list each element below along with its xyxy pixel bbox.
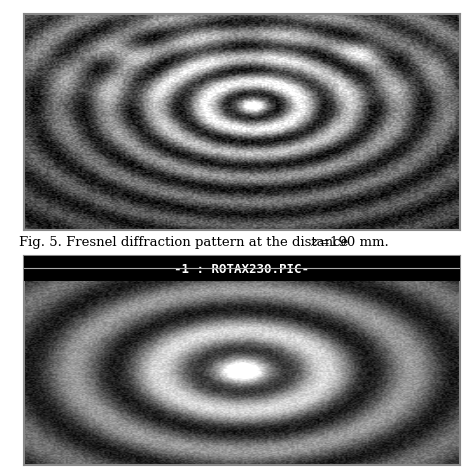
Text: z: z (310, 236, 318, 249)
Text: -1 : ROTAX230.PIC-: -1 : ROTAX230.PIC- (174, 263, 309, 276)
Text: Fig. 5. Fresnel diffraction pattern at the distance: Fig. 5. Fresnel diffraction pattern at t… (19, 236, 353, 249)
Text: =190 mm.: =190 mm. (319, 236, 388, 249)
FancyBboxPatch shape (24, 256, 460, 281)
